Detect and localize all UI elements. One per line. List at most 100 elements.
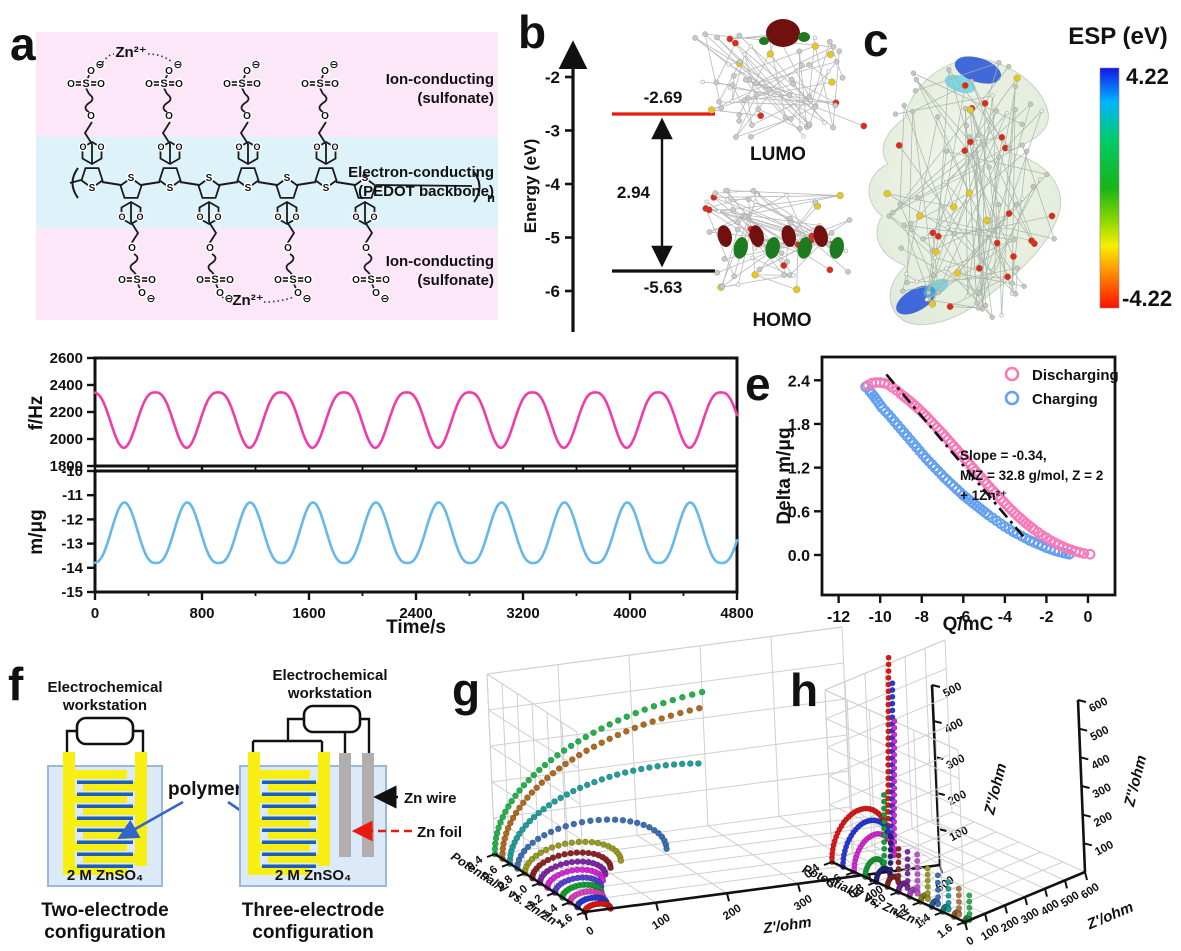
polymer-stripe (77, 780, 133, 784)
floor-grid (942, 861, 1064, 913)
data-point-3d (582, 733, 590, 741)
x-tick-label: -12 (827, 609, 850, 626)
mol-bond (729, 34, 769, 40)
z-real-tick-label: 200 (999, 915, 1022, 936)
mol-atom (968, 78, 975, 84)
mol-atom (756, 266, 763, 273)
atom-label: O (196, 212, 203, 222)
mol-bond (754, 274, 797, 290)
data-point-3d (557, 861, 565, 868)
mol-atom (908, 220, 914, 227)
data-point-3d (663, 845, 670, 853)
data-point-3d (670, 761, 678, 768)
bond (86, 72, 91, 81)
data-point-3d (904, 870, 911, 877)
mol-bond (732, 209, 831, 271)
data-point-3d (887, 853, 894, 860)
ion-top-label-1: Ion-conducting (386, 71, 494, 88)
chain-squiggle (240, 93, 250, 113)
z-real-tick (984, 913, 988, 922)
backbone-bond (335, 181, 356, 186)
mol-atom (778, 250, 785, 256)
mol-bond (713, 195, 841, 198)
data-point-3d (562, 859, 570, 867)
data-point-3d (880, 791, 887, 798)
data-point-3d (887, 859, 894, 866)
mol-atom (742, 213, 749, 220)
backwall-grid (830, 782, 952, 834)
data-point-3d (575, 751, 583, 759)
polymer-arrow-left (117, 800, 184, 840)
atom-label: O (226, 275, 234, 286)
bond (241, 87, 246, 95)
mol-bond (750, 46, 810, 125)
mass-curve (93, 501, 739, 565)
mol-bond (726, 190, 734, 210)
atom-label: O (175, 79, 183, 90)
mol-bond (902, 267, 1018, 292)
data-point-3d (555, 842, 562, 849)
electrode-finger (268, 830, 330, 839)
z-real-tick-label: 300 (1019, 906, 1042, 927)
polymer-stripe (262, 852, 316, 856)
mol-bond (744, 54, 762, 116)
atom-label: O (294, 288, 302, 299)
mol-bond (954, 110, 997, 234)
data-point-3d (607, 864, 614, 872)
mol-atom (1019, 142, 1025, 148)
polymer-label: polymer (168, 779, 243, 800)
data-point-3d (935, 901, 942, 908)
data-point-3d (881, 852, 888, 859)
z-imag-tick (1077, 699, 1087, 703)
z-real-tick (1044, 888, 1048, 897)
mol-bond (970, 137, 1002, 143)
mol-atom (790, 81, 797, 87)
backbone-bond (101, 181, 122, 186)
data-point-3d (522, 821, 530, 829)
data-point-3d (889, 700, 896, 707)
mol-bond (969, 136, 993, 318)
mol-atom (700, 79, 705, 85)
floor-grid (524, 825, 881, 874)
atom-label: O (214, 212, 221, 222)
energy-tick-label: -4 (545, 175, 561, 194)
y-tick-label: 0.6 (788, 504, 810, 521)
mol-bond (754, 235, 812, 249)
mol-atom (910, 70, 917, 76)
mol-atom (845, 269, 851, 275)
y-tick-label: 2600 (50, 350, 83, 367)
bond (293, 283, 298, 292)
atom-label: O (175, 142, 182, 152)
energy-tick-label: -6 (545, 282, 560, 301)
side-chain (208, 221, 218, 245)
fit-annotation: Slope = -0.34, M/Z = 32.8 g/mol, Z = 2 +… (960, 448, 1103, 503)
panel-label-g: g (452, 664, 480, 716)
mol-atom (826, 50, 835, 59)
esp-min-value: -4.22 (1122, 286, 1172, 311)
data-point-3d (623, 713, 631, 721)
mol-bond (971, 81, 1035, 244)
mol-atom (991, 273, 996, 278)
mol-atom (832, 102, 839, 109)
orbital-lobe (765, 237, 780, 259)
panel-g-3d-impedance: g 0.40.60.81.01.21.41.601002003004005001… (448, 626, 1010, 938)
data-point-3d (891, 771, 898, 778)
mol-bond (711, 109, 761, 117)
data-point-3d (885, 661, 892, 668)
data-point-3d (549, 854, 557, 862)
mol-atom (830, 44, 837, 50)
charging-legend-label: Charging (1032, 391, 1098, 408)
mol-atom (736, 118, 743, 124)
data-point-3d (914, 871, 921, 878)
data-point-3d (590, 729, 597, 737)
data-point-3d (891, 805, 898, 812)
x-tick-label: 0 (91, 605, 99, 622)
mol-bond (759, 246, 804, 270)
atom-label: O (206, 243, 214, 254)
leftwall-grid (546, 712, 556, 893)
mol-bond (928, 112, 1008, 293)
mol-bond (717, 219, 850, 274)
mol-bond (902, 116, 939, 292)
cell-caption-1: Two-electrode (41, 900, 168, 921)
data-point-3d (667, 712, 675, 720)
